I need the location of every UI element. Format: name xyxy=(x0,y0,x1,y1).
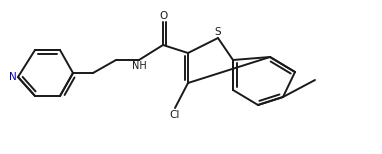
Text: N: N xyxy=(9,72,17,82)
Text: O: O xyxy=(159,11,167,21)
Text: NH: NH xyxy=(132,61,146,71)
Text: Cl: Cl xyxy=(170,110,180,120)
Text: S: S xyxy=(215,27,221,37)
